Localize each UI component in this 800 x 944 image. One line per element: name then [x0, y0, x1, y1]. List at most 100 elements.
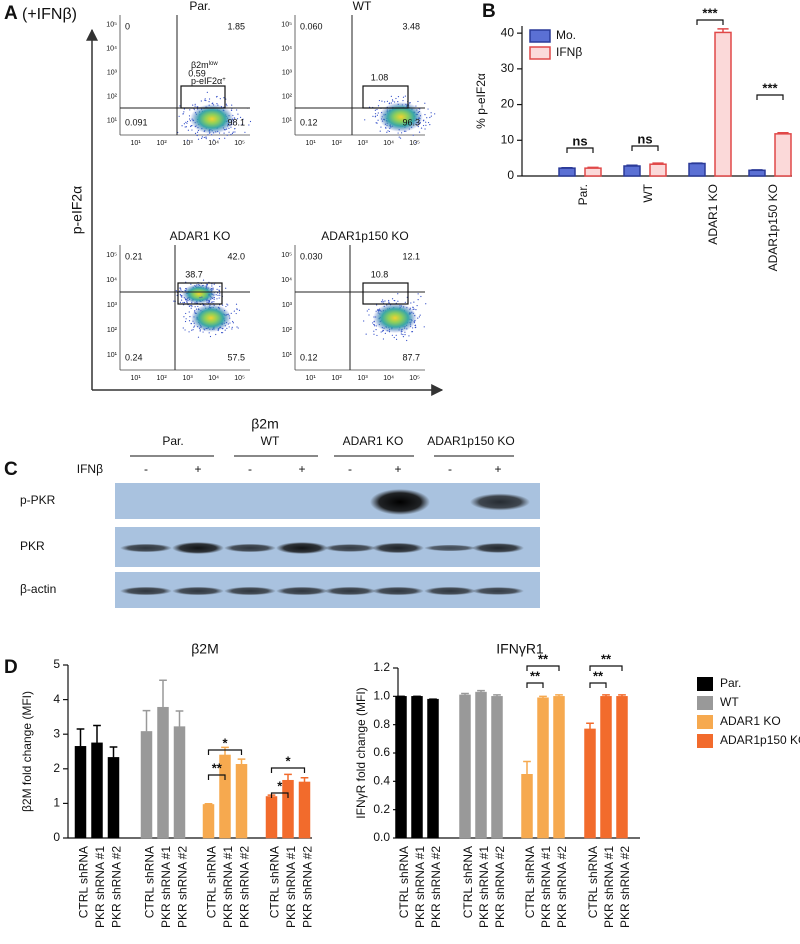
event-dot	[427, 108, 429, 110]
event-dot	[213, 283, 215, 285]
event-dot	[388, 130, 390, 133]
x-tick-label: CTRL shRNA	[77, 846, 91, 918]
y-tick-label: 1.2	[373, 660, 390, 674]
y-axis-label: p-eIF2α	[69, 186, 85, 235]
event-dot	[391, 334, 393, 336]
event-dot	[386, 131, 388, 133]
event-dot	[402, 335, 405, 338]
significance-label: *	[222, 735, 228, 750]
event-dot	[226, 134, 228, 136]
bar	[157, 706, 169, 839]
event-dot	[379, 130, 381, 132]
event-dot	[188, 115, 191, 117]
event-dot	[186, 301, 188, 303]
y-tick-label: 2	[53, 761, 60, 775]
event-dot	[412, 306, 414, 308]
event-dot	[249, 120, 252, 123]
group-label: WT	[261, 434, 280, 448]
band	[172, 586, 224, 596]
bar	[537, 697, 549, 839]
event-dot	[231, 104, 233, 106]
event-dot	[429, 123, 431, 126]
event-dot	[419, 314, 421, 316]
event-dot	[429, 116, 431, 119]
event-dot	[427, 121, 430, 124]
gate-value: 10.8	[371, 269, 389, 279]
panel-label: C	[4, 459, 18, 480]
band	[120, 586, 172, 596]
bar	[395, 696, 407, 839]
event-dot	[415, 326, 417, 328]
event-dot	[376, 108, 378, 111]
event-dot	[420, 295, 422, 298]
event-dot	[425, 121, 427, 123]
event-dot	[228, 326, 230, 328]
event-dot	[232, 131, 234, 133]
event-dot	[374, 109, 376, 111]
event-dot	[234, 127, 236, 130]
band	[224, 586, 276, 596]
event-dot	[226, 105, 228, 107]
tick-label: 10³	[183, 140, 194, 147]
tick-label: 10⁵	[409, 375, 420, 382]
tick-label: 10¹	[306, 375, 317, 382]
gate	[180, 85, 226, 109]
event-dot	[244, 131, 246, 133]
quadrant-value: 0	[125, 21, 130, 31]
event-dot	[179, 105, 181, 107]
event-dot	[190, 305, 193, 307]
band	[424, 544, 476, 552]
significance-label: **	[601, 651, 612, 666]
event-dot	[406, 339, 408, 342]
event-dot	[232, 322, 234, 324]
event-dot	[231, 132, 234, 134]
gate-label-text: p-eIF2α	[191, 76, 222, 86]
density	[190, 104, 234, 134]
quadrant-value: 0.12	[300, 117, 318, 127]
error-bar	[300, 777, 309, 782]
event-dot	[413, 308, 415, 310]
x-tick-label: PKR shRNA #1	[477, 846, 491, 928]
event-dot	[408, 335, 410, 337]
event-dot	[182, 113, 184, 115]
event-dot	[203, 136, 205, 139]
event-dot	[192, 329, 194, 331]
event-dot	[392, 100, 394, 102]
quadrant-value: 12.1	[402, 251, 420, 261]
legend-swatch	[697, 734, 713, 748]
bar	[173, 726, 186, 839]
tick-label: 10²	[157, 140, 168, 147]
legend-swatch	[697, 677, 713, 691]
tick-label: 10³	[282, 69, 293, 76]
event-dot	[219, 294, 221, 296]
lane-label: -	[144, 462, 148, 476]
bar	[584, 167, 602, 177]
event-dot	[190, 283, 192, 285]
gate-value: 1.08	[371, 72, 389, 82]
bar	[714, 31, 732, 177]
band	[276, 542, 328, 554]
event-dot	[185, 312, 187, 315]
error-bar	[602, 694, 610, 697]
event-dot	[189, 305, 191, 307]
quadrant-value: 0.030	[300, 251, 323, 261]
bar	[688, 162, 706, 177]
y-tick-label: 3	[53, 726, 60, 740]
y-axis-label: IFNγR fold change (MFI)	[354, 687, 368, 818]
band	[324, 586, 376, 596]
event-dot	[182, 301, 184, 304]
blot-strip	[115, 483, 540, 519]
bar	[553, 696, 565, 839]
bar	[282, 779, 294, 839]
event-dot	[199, 330, 201, 332]
significance-bracket	[696, 19, 724, 25]
event-dot	[395, 338, 398, 340]
tick-label: 10¹	[282, 352, 293, 359]
significance-bracket	[526, 682, 544, 688]
event-dot	[206, 301, 208, 304]
bar	[74, 746, 87, 839]
event-dot	[377, 112, 379, 114]
x-tick-label: PKR shRNA #2	[618, 846, 632, 928]
tick-label: 10⁵	[234, 140, 245, 147]
quadrant-value: 1.85	[227, 21, 245, 31]
